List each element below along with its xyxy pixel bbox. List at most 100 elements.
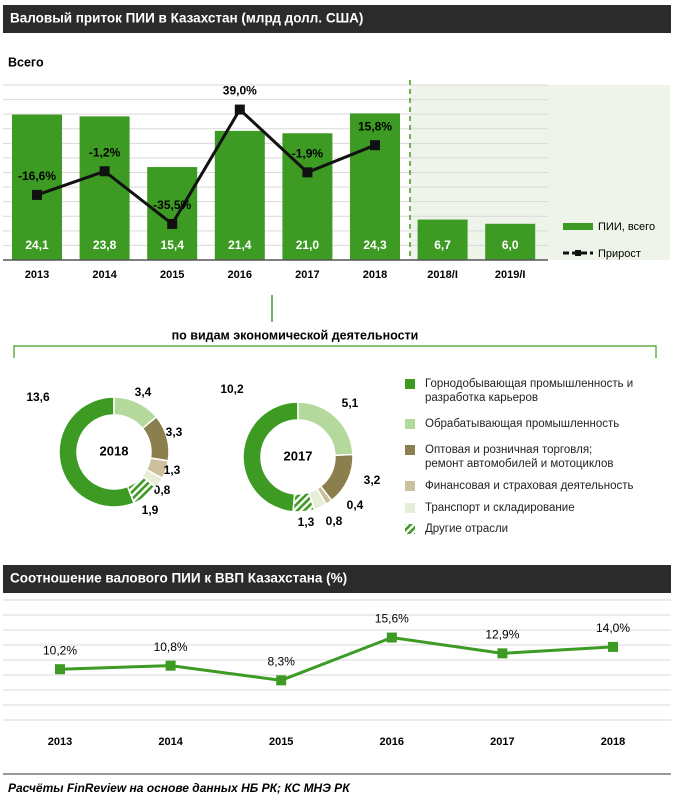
x-tick-label: 2017 (490, 736, 514, 748)
bar (214, 130, 265, 260)
line-label: -1,2% (89, 145, 121, 159)
bar-label: 15,4 (161, 238, 185, 252)
legend-marker (575, 250, 581, 256)
segment-label: 3,4 (135, 385, 152, 399)
subtitle-bg (150, 325, 440, 345)
bar (282, 133, 333, 260)
bar-label: 21,0 (296, 238, 320, 252)
line-label: 39,0% (223, 84, 257, 98)
line-label: 8,3% (268, 655, 296, 669)
subtitle: Всего (8, 55, 44, 69)
legend-swatch (405, 445, 415, 455)
segment-label: 3,3 (166, 425, 183, 439)
line-label: 10,2% (43, 643, 77, 657)
line-label: 12,9% (485, 628, 519, 642)
x-tick-label: 2018/I (427, 269, 458, 281)
segment-label: 5,1 (342, 396, 359, 410)
bar-label: 6,0 (502, 238, 519, 252)
line-label: 15,6% (375, 612, 409, 626)
x-tick-label: 2015 (160, 269, 184, 281)
line-marker (386, 632, 397, 643)
line-label: -1,9% (292, 147, 324, 161)
line-marker (165, 660, 176, 671)
line-marker (497, 648, 508, 659)
legend-swatch (405, 419, 415, 429)
segment-label: 13,6 (26, 390, 50, 404)
section-subtitle: по видам экономической деятельности (172, 328, 419, 342)
legend-label: Другие отрасли (425, 523, 509, 535)
bar (485, 223, 536, 260)
segment-label: 0,8 (154, 483, 171, 497)
legend-label: Транспорт и складирование (425, 502, 575, 514)
line-marker (234, 104, 245, 115)
source: Расчёты FinReview на основе данных НБ РК… (8, 781, 351, 795)
bar (350, 113, 400, 261)
legend-label: Оптовая и розничная торговля; ремонт авт… (425, 444, 614, 470)
line-label: -35,5% (153, 198, 191, 212)
line-label: 15,8% (358, 119, 392, 133)
bar (417, 219, 468, 260)
legend-label: Прирост (598, 248, 641, 260)
segment-label: 0,8 (326, 514, 343, 528)
legend-swatch (405, 524, 415, 534)
line-marker (302, 167, 313, 178)
segment-label: 10,2 (220, 382, 244, 396)
legend-label: Обрабатывающая промышленность (425, 418, 620, 430)
legend-swatch (405, 379, 415, 389)
line-label: 14,0% (596, 621, 630, 635)
bracket (13, 345, 657, 358)
x-tick-label: 2018 (601, 736, 625, 748)
x-tick-label: 2019/I (495, 269, 526, 281)
segment-label: 1,3 (164, 463, 181, 477)
bar-label: 6,7 (434, 238, 451, 252)
x-tick-label: 2013 (25, 269, 49, 281)
chart-title: Валовый приток ПИИ в Казахстан (млрд дол… (10, 11, 363, 26)
legend-label: Горнодобывающая промышленность и разрабо… (425, 378, 634, 404)
bar-label: 24,1 (25, 238, 49, 252)
segment-label: 1,9 (142, 503, 159, 517)
x-tick-label: 2015 (269, 736, 293, 748)
x-tick-label: 2016 (380, 736, 404, 748)
line-marker (99, 166, 110, 177)
line-label: 10,8% (154, 640, 188, 654)
legend-label: Финансовая и страховая деятельность (425, 480, 634, 492)
legend-label: ПИИ, всего (598, 221, 655, 233)
donut-segment (292, 491, 316, 513)
segment-label: 3,2 (364, 473, 381, 487)
donut-center-label: 2017 (284, 448, 313, 463)
legend-swatch (563, 223, 593, 230)
x-tick-label: 2016 (228, 269, 252, 281)
line-label: -16,6% (18, 169, 56, 183)
chart-title: Соотношение валового ПИИ к ВВП Казахстан… (10, 571, 347, 586)
line-marker (55, 664, 65, 675)
segment-label: 1,3 (298, 515, 315, 529)
donut-segment (58, 396, 136, 508)
line-marker (370, 140, 380, 151)
line (36, 107, 376, 227)
donut-center-label: 2018 (100, 443, 129, 458)
donut-segment (126, 474, 157, 505)
x-tick-label: 2017 (295, 269, 319, 281)
x-tick-label: 2014 (158, 736, 183, 748)
x-tick-label: 2014 (92, 269, 117, 281)
legend-swatch (405, 481, 415, 491)
line-marker (276, 675, 287, 686)
bar-label: 23,8 (93, 238, 117, 252)
bar (12, 114, 62, 260)
x-tick-label: 2018 (363, 269, 387, 281)
bar-label: 24,3 (363, 238, 387, 252)
header-bar (3, 565, 671, 593)
line (59, 635, 614, 682)
header-bar (3, 5, 671, 33)
segment-label: 0,4 (347, 498, 364, 512)
line-marker (32, 189, 42, 200)
bar-label: 21,4 (228, 238, 252, 252)
donut-segment (242, 401, 299, 513)
bar (79, 116, 130, 261)
line-marker (167, 218, 178, 229)
legend-swatch (405, 503, 415, 513)
line-marker (608, 641, 618, 652)
bar (147, 167, 198, 260)
